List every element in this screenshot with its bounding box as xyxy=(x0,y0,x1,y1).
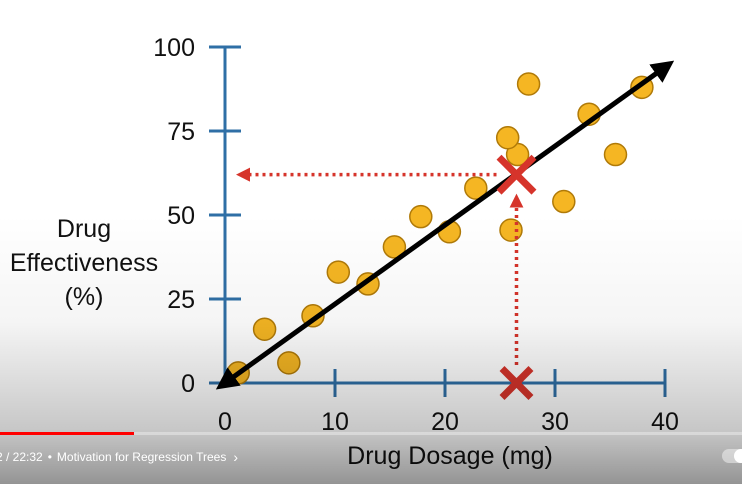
x-mark-stroke xyxy=(496,154,537,195)
separator-dot: • xyxy=(47,450,52,464)
data-point xyxy=(495,125,520,150)
y-axis-label: Drug Effectiveness (%) xyxy=(0,212,184,314)
data-point xyxy=(409,204,433,229)
x-tick-label: 20 xyxy=(431,408,459,436)
data-point xyxy=(252,317,277,341)
y-axis-label-line: Drug xyxy=(56,215,112,243)
y-axis-label-line: Effectiveness xyxy=(9,249,159,277)
x-tick-label: 10 xyxy=(321,408,349,436)
autoplay-toggle[interactable] xyxy=(722,449,742,463)
x-mark-stroke xyxy=(499,366,534,400)
time-display: 2 / 22:32 xyxy=(0,450,43,464)
regression-line xyxy=(215,60,675,390)
progress-bar[interactable] xyxy=(0,432,742,435)
data-point xyxy=(277,351,301,375)
x-tick-label: 40 xyxy=(651,408,679,436)
y-axis-label-line: (%) xyxy=(64,283,104,311)
toggle-knob xyxy=(734,449,742,463)
data-point xyxy=(516,72,541,96)
x-axis-prediction-marker xyxy=(499,366,534,400)
prediction-marker xyxy=(496,154,537,195)
data-point xyxy=(499,218,523,242)
x-axis-label: Drug Dosage (mg) xyxy=(347,442,553,470)
y-tick-label: 0 xyxy=(181,370,195,398)
x-tick-label: 0 xyxy=(218,408,232,436)
x-tick-label: 30 xyxy=(541,408,569,436)
player-info-row: 2 / 22:32 • Motivation for Regression Tr… xyxy=(0,447,243,467)
chevron-right-icon[interactable]: › xyxy=(233,449,238,465)
y-tick-label: 50 xyxy=(167,202,195,230)
data-point xyxy=(326,260,351,284)
chapter-title[interactable]: Motivation for Regression Trees xyxy=(56,450,227,464)
y-tick-label: 75 xyxy=(167,118,195,146)
data-point xyxy=(552,189,576,214)
progress-bar-fill xyxy=(0,432,134,435)
y-tick-label: 25 xyxy=(167,286,195,314)
y-tick-label: 100 xyxy=(153,34,195,62)
data-point xyxy=(603,142,628,167)
